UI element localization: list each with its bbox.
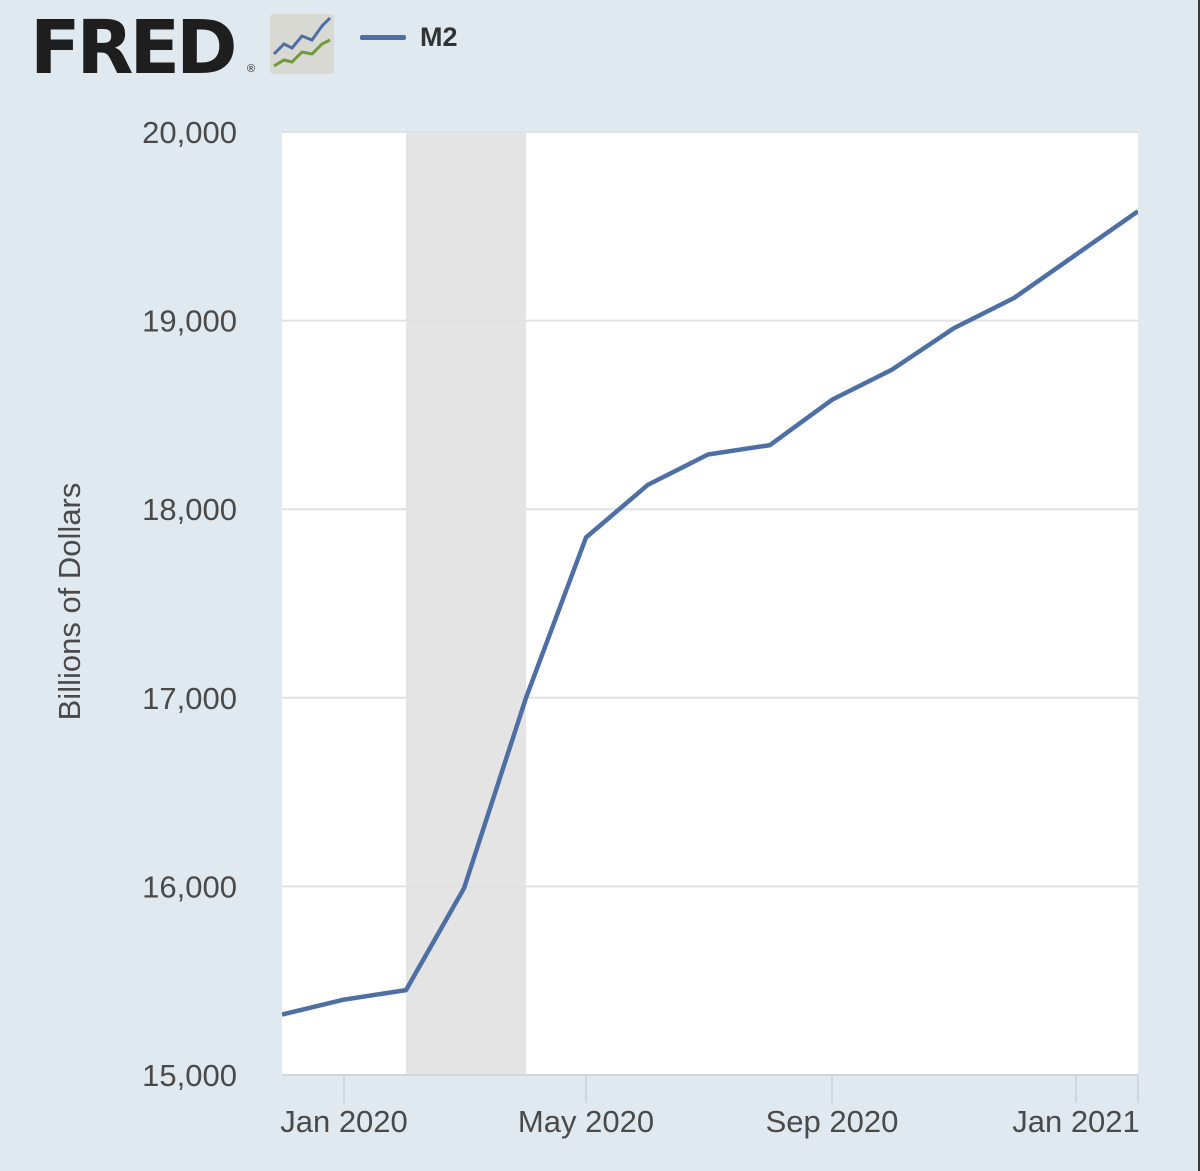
y-tick-label: 19,000 [142, 304, 237, 339]
legend-label-m2: M2 [420, 22, 458, 52]
registered-mark: ® [247, 63, 256, 75]
fred-logo: FRED [30, 5, 238, 91]
y-tick-label: 20,000 [142, 115, 237, 150]
y-tick-label: 18,000 [142, 492, 237, 527]
series-line-m2 [282, 209, 1138, 1017]
legend: M2 [360, 22, 458, 53]
x-tick-label: May 2020 [518, 1104, 654, 1139]
y-tick-label: 15,000 [142, 1058, 237, 1093]
x-tick-label: Sep 2020 [766, 1104, 899, 1139]
y-tick-label: 16,000 [142, 869, 237, 904]
recession-shade [406, 132, 526, 1075]
legend-swatch-m2 [360, 35, 406, 40]
y-tick-label: 17,000 [142, 681, 237, 716]
trend-lines-icon [270, 14, 334, 74]
x-tick-label: Jan 2021 [1012, 1104, 1140, 1139]
x-tick-label: Jan 2020 [280, 1104, 408, 1139]
y-axis-label: Billions of Dollars [52, 483, 87, 721]
